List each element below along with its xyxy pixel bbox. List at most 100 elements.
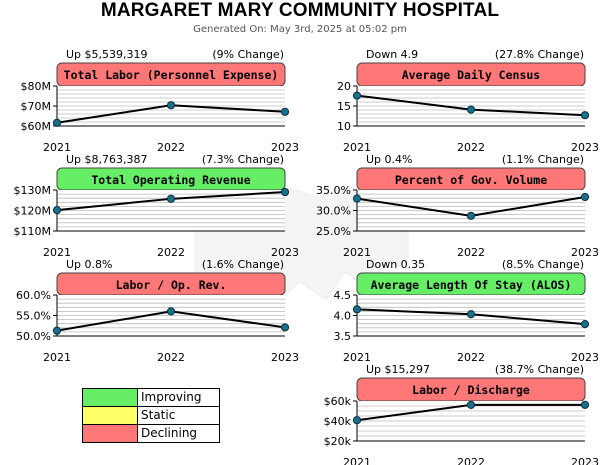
y-tick-label: 4.0 — [334, 310, 352, 323]
y-tick-label: $60M — [21, 120, 52, 133]
legend-label-improving: Improving — [141, 390, 202, 404]
y-tick-label: 35.0% — [316, 184, 351, 197]
legend-swatch-improving — [83, 389, 138, 406]
data-point — [466, 211, 476, 220]
data-point — [580, 111, 590, 120]
data-point — [580, 400, 590, 409]
data-point — [52, 118, 62, 127]
x-tick-label: 2022 — [457, 351, 485, 364]
y-tick-label: 30.0% — [316, 205, 351, 218]
change-percent: (8.5% Change) — [502, 258, 584, 271]
data-point — [466, 400, 476, 409]
chart-average-daily-census: Down 4.9 (27.8% Change) Average Daily Cens… — [337, 48, 599, 154]
change-value: Up $5,539,319 — [66, 48, 148, 61]
x-tick-label: 2023 — [571, 456, 599, 465]
chart-title: Average Daily Census — [402, 68, 540, 82]
data-point — [280, 107, 290, 116]
data-point — [166, 194, 176, 203]
chart-title: Labor / Op. Rev. — [116, 278, 227, 292]
x-tick-label: 2023 — [271, 141, 299, 154]
data-point — [166, 307, 176, 316]
y-tick-label: 60.0% — [16, 289, 51, 302]
x-tick-label: 2021 — [43, 351, 71, 364]
change-value: Down 4.9 — [366, 48, 418, 61]
chart-percent-of-gov-volume: Up 0.4% (1.1% Change) Percent of Gov. Volu… — [316, 153, 599, 259]
chart-title: Percent of Gov. Volume — [395, 173, 547, 187]
x-tick-label: 2021 — [43, 246, 71, 259]
x-tick-label: 2023 — [571, 246, 599, 259]
change-value: Down 0.35 — [366, 258, 425, 271]
legend-swatch-declining — [83, 425, 138, 442]
x-tick-label: 2022 — [157, 141, 185, 154]
x-tick-label: 2023 — [571, 141, 599, 154]
y-tick-label: 4.5 — [334, 289, 352, 302]
change-percent: (1.6% Change) — [202, 258, 284, 271]
chart-total-operating-revenue: Up $8,763,387 (7.3% Change) Total Operatin… — [14, 153, 300, 259]
legend-item-static: Static — [83, 407, 219, 425]
y-tick-label: $120M — [14, 205, 52, 218]
x-tick-label: 2022 — [457, 141, 485, 154]
change-percent: (7.3% Change) — [202, 153, 284, 166]
data-point — [352, 91, 362, 100]
generated-timestamp: Generated On: May 3rd, 2025 at 05:02 pm — [193, 24, 407, 35]
y-tick-label: 20 — [337, 80, 351, 93]
change-percent: (1.1% Change) — [502, 153, 584, 166]
y-tick-label: $40k — [324, 415, 352, 428]
chart-title: Total Labor (Personnel Expense) — [64, 68, 279, 82]
x-tick-label: 2021 — [43, 141, 71, 154]
chart-labor-op-rev: Up 0.8% (1.6% Change) Labor / Op. Rev. 50.0… — [16, 258, 299, 364]
legend-swatch-static — [83, 407, 138, 424]
y-tick-label: 25.0% — [316, 225, 351, 238]
data-point — [280, 187, 290, 197]
page-title: MARGARET MARY COMMUNITY HOSPITAL — [100, 0, 500, 21]
chart-average-length-of-stay-alos: Down 0.35 (8.5% Change) Average Length Of … — [334, 258, 600, 364]
chart-title: Average Length Of Stay (ALOS) — [371, 278, 572, 292]
x-tick-label: 2022 — [457, 456, 485, 465]
change-value: Up $15,297 — [366, 363, 430, 376]
chart-labor-discharge: Up $15,297 (38.7% Change) Labor / Discharg… — [324, 363, 599, 465]
y-tick-label: $60k — [324, 395, 352, 408]
chart-total-labor-personnel-expense: Up $5,539,319 (9% Change) Total Labor (Per… — [21, 48, 300, 154]
y-tick-label: $70M — [21, 100, 52, 113]
y-tick-label: $110M — [14, 225, 52, 238]
chart-title: Total Operating Revenue — [91, 173, 250, 187]
data-point — [52, 205, 62, 215]
x-tick-label: 2021 — [343, 141, 371, 154]
change-percent: (27.8% Change) — [495, 48, 584, 61]
data-point — [580, 192, 590, 202]
x-tick-label: 2023 — [571, 351, 599, 364]
data-point — [352, 416, 362, 425]
legend-item-improving: Improving — [83, 389, 219, 407]
x-tick-label: 2021 — [343, 456, 371, 465]
x-tick-label: 2021 — [343, 246, 371, 259]
data-point — [280, 323, 290, 332]
status-legend: Improving Static Declining — [82, 388, 220, 443]
change-percent: (38.7% Change) — [495, 363, 584, 376]
x-tick-label: 2022 — [157, 351, 185, 364]
y-tick-label: $80M — [21, 80, 52, 93]
data-point — [52, 326, 62, 335]
legend-item-declining: Declining — [83, 425, 219, 442]
legend-label-static: Static — [141, 408, 176, 422]
change-value: Up $8,763,387 — [66, 153, 148, 166]
x-tick-label: 2023 — [271, 246, 299, 259]
y-tick-label: 50.0% — [16, 330, 51, 343]
chart-title: Labor / Discharge — [412, 383, 530, 397]
change-value: Up 0.8% — [66, 258, 112, 271]
y-tick-label: 10 — [337, 120, 351, 133]
change-value: Up 0.4% — [366, 153, 412, 166]
legend-label-declining: Declining — [141, 426, 198, 440]
y-tick-label: 55.0% — [16, 310, 51, 323]
data-point — [466, 105, 476, 114]
x-tick-label: 2022 — [157, 246, 185, 259]
change-percent: (9% Change) — [212, 48, 284, 61]
y-tick-label: $20k — [324, 435, 352, 448]
y-tick-label: $130M — [14, 184, 52, 197]
x-tick-label: 2022 — [457, 246, 485, 259]
data-point — [352, 194, 362, 203]
x-tick-label: 2023 — [271, 351, 299, 364]
data-point — [580, 320, 590, 329]
x-tick-label: 2021 — [343, 351, 371, 364]
